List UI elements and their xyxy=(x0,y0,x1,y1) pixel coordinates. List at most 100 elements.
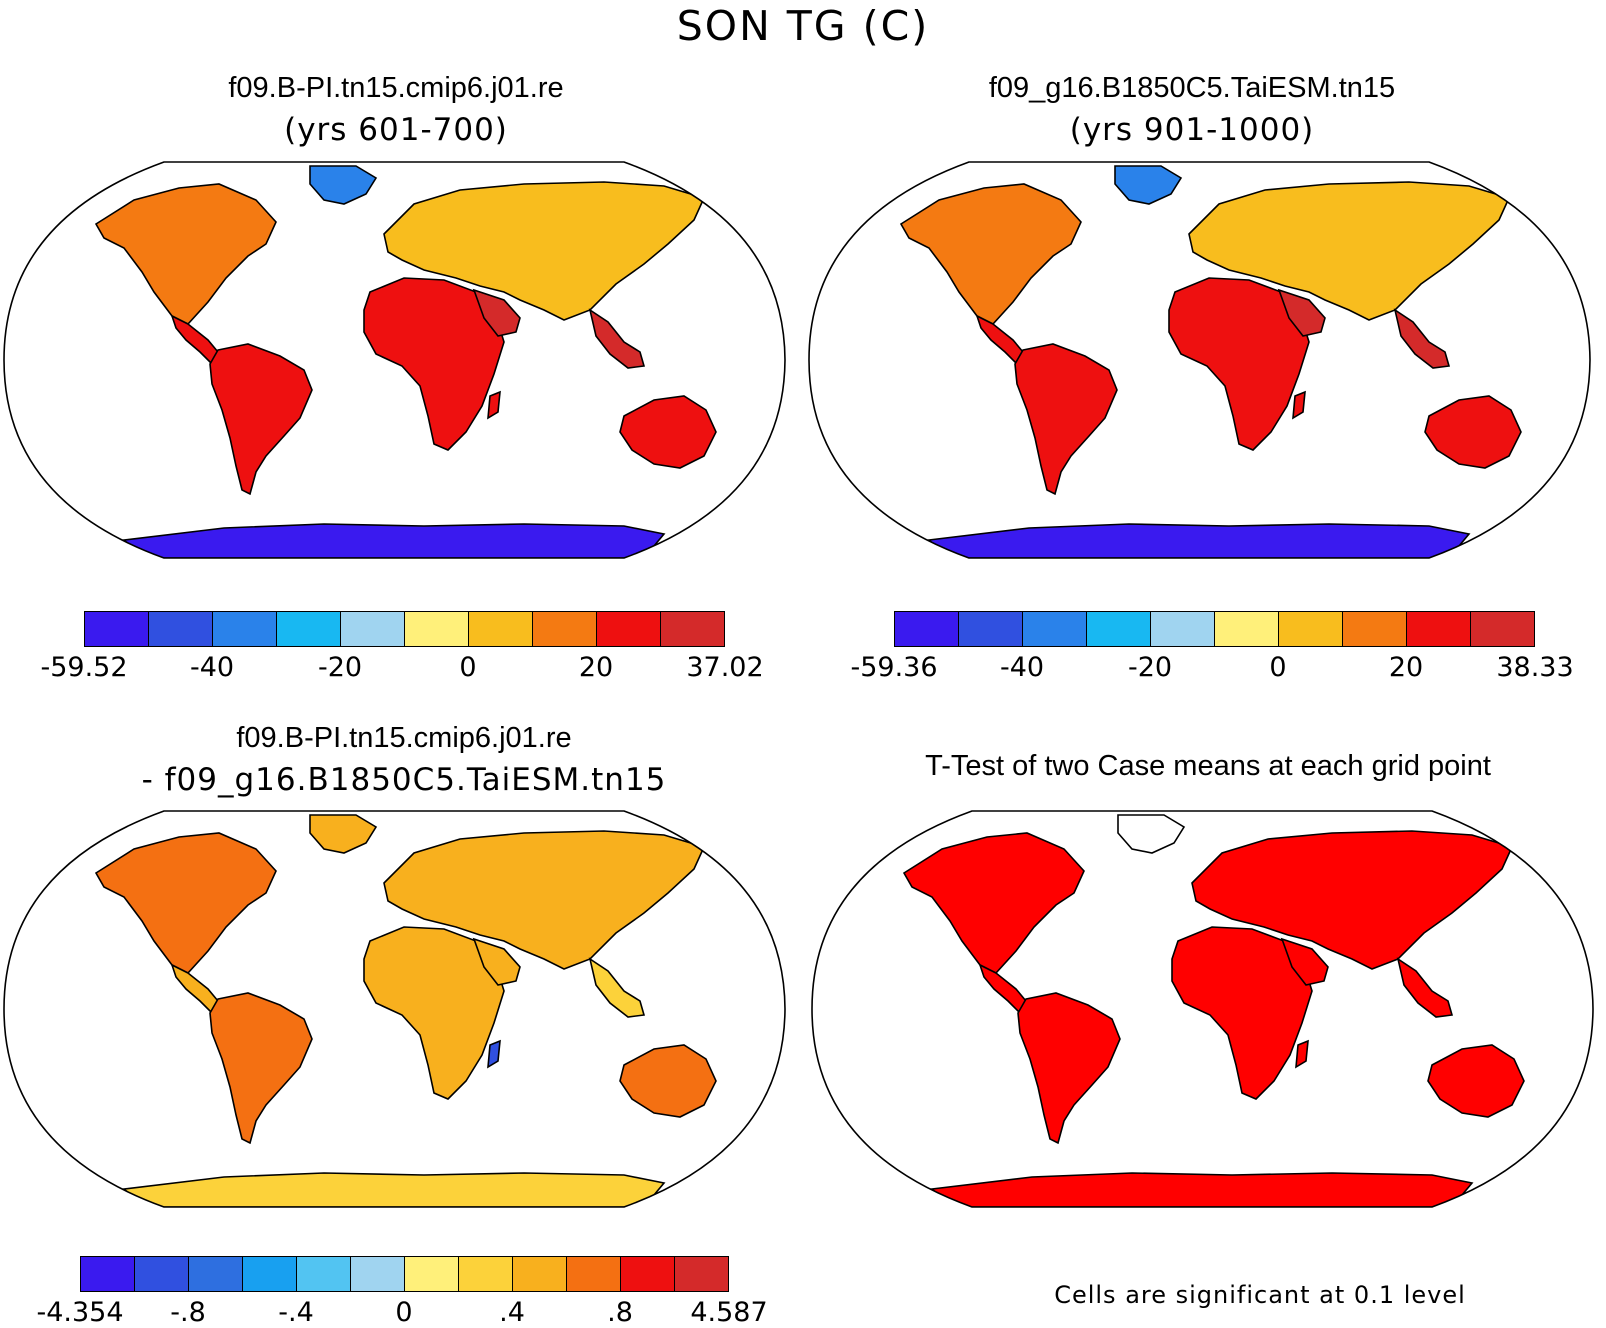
map-case2 xyxy=(808,161,1591,559)
panel-1-subtitle: (yrs 601-700) xyxy=(284,112,508,148)
map-case1 xyxy=(3,161,786,559)
landmass-australia xyxy=(1424,395,1522,469)
landmass-africa xyxy=(363,926,505,1100)
colorbar-label: 20 xyxy=(578,652,614,683)
panel-2-subtitle: (yrs 901-1000) xyxy=(1069,112,1315,148)
colorbar-label: -40 xyxy=(999,652,1045,683)
colorbar-case2 xyxy=(894,611,1535,647)
land-layer xyxy=(902,814,1525,1207)
colorbar-swatch xyxy=(1087,612,1151,646)
landmass-se-asia xyxy=(1393,308,1451,369)
landmass-australia xyxy=(619,395,717,469)
colorbar-swatch xyxy=(661,612,724,646)
landmass-greenland xyxy=(1114,165,1183,205)
colorbar-label: .4 xyxy=(499,1297,525,1328)
landmass-eurasia xyxy=(1191,830,1514,970)
colorbar-label: 0 xyxy=(1269,652,1287,683)
colorbar-swatch xyxy=(189,1257,243,1291)
landmass-antarctica xyxy=(122,1172,666,1207)
colorbar-label: 37.02 xyxy=(686,652,764,683)
landmass-antarctica xyxy=(927,523,1471,558)
colorbar-swatch xyxy=(297,1257,351,1291)
landmass-madagascar xyxy=(487,1039,501,1069)
landmass-madagascar xyxy=(1295,1039,1309,1069)
colorbar-label: .8 xyxy=(607,1297,633,1328)
colorbar-swatch xyxy=(405,612,469,646)
colorbar-swatch xyxy=(1343,612,1407,646)
panel-3-subtitle: - f09_g16.B1850C5.TaiESM.tn15 xyxy=(141,762,667,798)
colorbar-swatch xyxy=(243,1257,297,1291)
colorbar-swatch xyxy=(1279,612,1343,646)
colorbar-label: 4.587 xyxy=(690,1297,768,1328)
map-difference xyxy=(3,810,786,1208)
colorbar-swatch xyxy=(277,612,341,646)
landmass-africa xyxy=(1171,926,1313,1100)
colorbar-label: 20 xyxy=(1388,652,1424,683)
colorbar-swatch xyxy=(959,612,1023,646)
colorbar-swatch xyxy=(405,1257,459,1291)
colorbar-swatch xyxy=(1471,612,1534,646)
landmass-australia xyxy=(619,1044,717,1118)
colorbar-label: -20 xyxy=(1127,652,1173,683)
landmass-madagascar xyxy=(487,390,501,420)
landmass-north-america xyxy=(902,832,1085,974)
landmass-eurasia xyxy=(383,181,706,321)
panel-4-title: T-Test of two Case means at each grid po… xyxy=(925,750,1491,782)
significance-note: Cells are significant at 0.1 level xyxy=(1054,1281,1466,1309)
colorbar-label: -.4 xyxy=(278,1297,314,1328)
figure-title: SON TG (C) xyxy=(676,2,930,50)
colorbar-swatch xyxy=(149,612,213,646)
colorbar-swatch xyxy=(513,1257,567,1291)
landmass-arabia xyxy=(1280,937,1329,986)
landmass-greenland xyxy=(309,814,378,854)
colorbar-case1 xyxy=(84,611,725,647)
landmass-arabia xyxy=(472,288,521,337)
colorbar-swatch xyxy=(1023,612,1087,646)
colorbar-swatch xyxy=(341,612,405,646)
colorbar-label: -.8 xyxy=(170,1297,206,1328)
landmass-north-america xyxy=(94,183,277,325)
colorbar-swatch xyxy=(459,1257,513,1291)
landmass-africa xyxy=(363,277,505,451)
colorbar-swatch xyxy=(213,612,277,646)
landmass-se-asia xyxy=(588,308,646,369)
panel-2-title: f09_g16.B1850C5.TaiESM.tn15 xyxy=(988,72,1396,104)
colorbar-swatch xyxy=(621,1257,675,1291)
colorbar-swatch xyxy=(895,612,959,646)
colorbar-swatch xyxy=(567,1257,621,1291)
landmass-antarctica xyxy=(930,1172,1474,1207)
land-layer xyxy=(94,165,717,558)
landmass-south-america xyxy=(1014,343,1118,496)
landmass-arabia xyxy=(1277,288,1326,337)
landmass-south-america xyxy=(209,992,313,1145)
colorbar-swatch xyxy=(533,612,597,646)
colorbar-label: -40 xyxy=(189,652,235,683)
colorbar-swatch xyxy=(1215,612,1279,646)
land-layer xyxy=(94,814,717,1207)
colorbar-label: -59.52 xyxy=(40,652,128,683)
landmass-arabia xyxy=(472,937,521,986)
land-layer xyxy=(899,165,1522,558)
colorbar-swatch xyxy=(469,612,533,646)
landmass-greenland xyxy=(1117,814,1186,854)
landmass-south-america xyxy=(209,343,313,496)
colorbar-swatch xyxy=(675,1257,728,1291)
colorbar-difference xyxy=(80,1256,729,1292)
landmass-se-asia xyxy=(1396,957,1454,1018)
colorbar-label: -20 xyxy=(317,652,363,683)
colorbar-label: 0 xyxy=(459,652,477,683)
colorbar-swatch xyxy=(1407,612,1471,646)
colorbar-swatch xyxy=(1151,612,1215,646)
landmass-australia xyxy=(1427,1044,1525,1118)
colorbar-swatch xyxy=(597,612,661,646)
map-ttest xyxy=(811,810,1594,1208)
colorbar-swatch xyxy=(85,612,149,646)
colorbar-swatch xyxy=(81,1257,135,1291)
colorbar-label: -4.354 xyxy=(36,1297,124,1328)
landmass-antarctica xyxy=(122,523,666,558)
landmass-se-asia xyxy=(588,957,646,1018)
landmass-greenland xyxy=(309,165,378,205)
colorbar-swatch xyxy=(351,1257,405,1291)
landmass-south-america xyxy=(1017,992,1121,1145)
landmass-eurasia xyxy=(1188,181,1511,321)
